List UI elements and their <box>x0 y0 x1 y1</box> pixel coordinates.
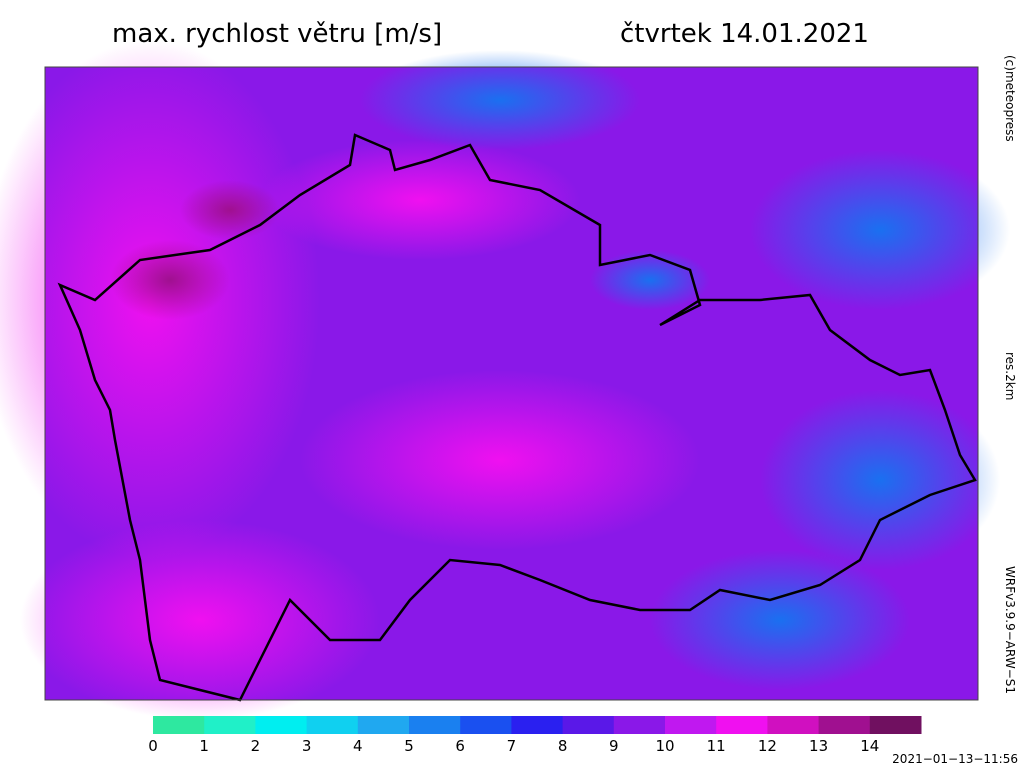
color-legend: 0 1 2 3 4 5 6 7 8 9 10 11 12 13 14 <box>148 716 922 755</box>
legend-label: 7 <box>507 737 517 755</box>
legend-swatch <box>716 716 768 734</box>
legend-swatch <box>665 716 717 734</box>
resolution: res.2km <box>1003 352 1017 400</box>
legend-swatch <box>306 716 359 734</box>
legend-swatch <box>409 716 461 734</box>
date: čtvrtek 14.01.2021 <box>620 19 869 49</box>
legend-label: 8 <box>558 737 568 755</box>
legend-swatch <box>460 716 512 734</box>
legend-swatch <box>511 716 564 734</box>
legend-label: 4 <box>353 737 363 755</box>
legend-label: 3 <box>302 737 312 755</box>
legend-swatch <box>818 716 871 734</box>
legend-swatch <box>613 716 666 734</box>
legend-label: 12 <box>758 737 777 755</box>
legend-label: 5 <box>404 737 414 755</box>
timestamp: 2021−01−13−11:56 <box>892 752 1018 766</box>
copyright: (c)meteopress <box>1003 55 1017 142</box>
legend-label: 11 <box>707 737 726 755</box>
legend-swatch <box>153 716 205 734</box>
legend-swatch <box>255 716 308 734</box>
legend-label: 10 <box>655 737 674 755</box>
legend-label: 1 <box>199 737 209 755</box>
legend-swatch <box>204 716 256 734</box>
legend-label: 2 <box>251 737 261 755</box>
model: WRFv3.9.9−ARW−S1 <box>1003 566 1017 694</box>
legend-swatch <box>869 716 922 734</box>
border <box>57 133 977 702</box>
legend-swatch <box>357 716 410 734</box>
legend-swatch <box>562 716 615 734</box>
legend-label: 14 <box>860 737 879 755</box>
legend-label: 0 <box>148 737 158 755</box>
legend-swatch <box>767 716 820 734</box>
map-field <box>0 40 1010 720</box>
legend-label: 13 <box>809 737 828 755</box>
legend-label: 9 <box>609 737 619 755</box>
legend-label: 6 <box>455 737 465 755</box>
title: max. rychlost větru [m/s] <box>112 19 442 49</box>
